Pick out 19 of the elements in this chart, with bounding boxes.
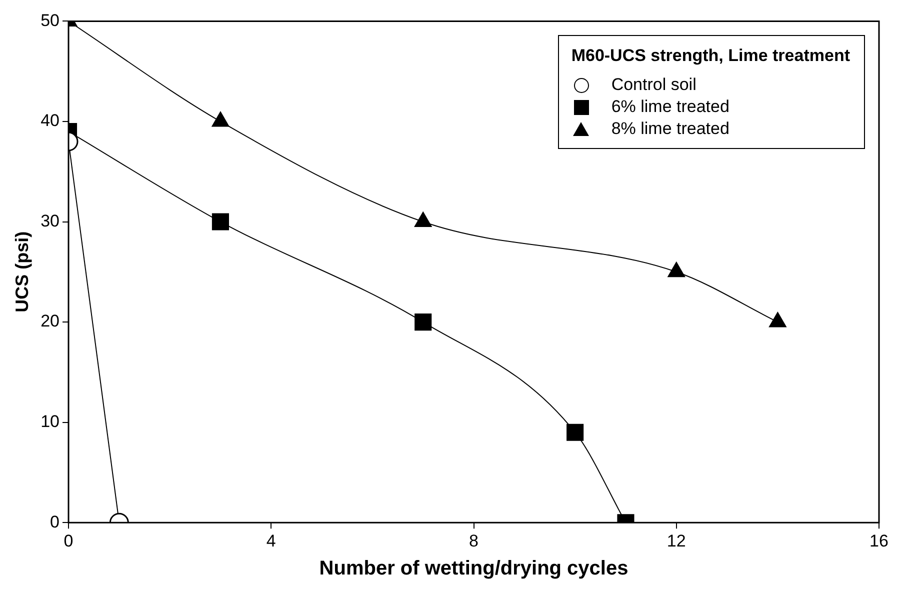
legend-title: M60-UCS strength, Lime treatment — [571, 46, 850, 66]
point — [668, 262, 685, 278]
legend-label: Control soil — [611, 75, 696, 96]
y-tick-label: 30 — [40, 211, 60, 230]
y-tick-label: 10 — [40, 412, 60, 432]
y-axis-title: UCS (psi) — [12, 231, 32, 312]
y-tick-label: 0 — [50, 512, 60, 532]
x-tick-label: 8 — [469, 531, 478, 550]
x-axis-title: Number of wetting/drying cycles — [319, 558, 628, 580]
y-tick-label: 40 — [40, 111, 60, 130]
x-tick-label: 0 — [64, 531, 74, 550]
y-tick-label: 20 — [40, 312, 60, 331]
x-tick-label: 4 — [266, 531, 276, 550]
x-tick-label: 12 — [666, 531, 686, 550]
point — [769, 312, 786, 328]
legend-label: 8% lime treated — [611, 119, 730, 140]
y-tick-label: 50 — [40, 10, 60, 30]
x-tick-label: 16 — [870, 531, 888, 550]
legend-label: 6% lime treated — [611, 97, 730, 118]
